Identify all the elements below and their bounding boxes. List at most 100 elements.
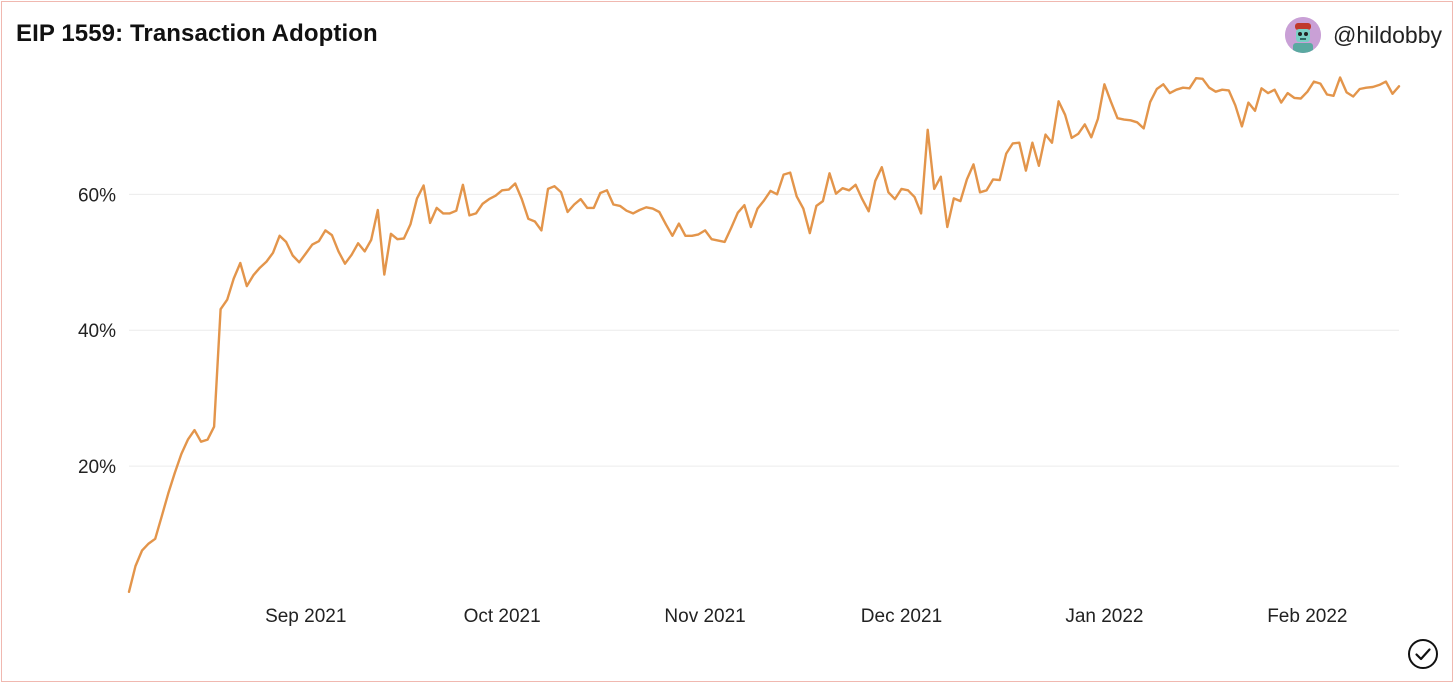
data-point [946, 226, 949, 228]
data-point [1208, 86, 1211, 89]
data-point [475, 212, 477, 215]
data-point [730, 226, 733, 229]
data-point [1195, 77, 1197, 80]
data-point [1005, 152, 1008, 155]
data-point [1286, 92, 1289, 94]
data-point [344, 262, 346, 265]
data-point [383, 273, 386, 276]
data-point [514, 182, 517, 185]
data-point [409, 223, 412, 226]
data-point [520, 198, 523, 201]
data-point [350, 253, 353, 256]
data-point [363, 250, 366, 253]
data-point [448, 212, 451, 215]
data-point [540, 229, 543, 232]
data-point [966, 178, 968, 181]
data-point [1260, 87, 1263, 90]
data-point [376, 209, 379, 211]
data-point [259, 266, 261, 269]
data-point [736, 211, 739, 214]
data-point [265, 260, 268, 263]
data-point [239, 262, 242, 264]
avatar-graphic [1284, 17, 1321, 53]
data-point [972, 163, 975, 166]
author-link[interactable]: @hildobby [1284, 16, 1442, 54]
data-point [1378, 84, 1381, 86]
data-point [1352, 95, 1355, 98]
data-point [337, 250, 340, 253]
y-tick-label: 60% [78, 185, 116, 206]
data-point [403, 237, 405, 240]
data-point [455, 209, 458, 212]
data-point [1123, 118, 1125, 121]
data-point [1254, 109, 1256, 112]
y-tick-label: 20% [78, 457, 116, 478]
data-point [1018, 141, 1021, 144]
data-point [664, 223, 667, 226]
data-point [1221, 88, 1224, 91]
data-point [566, 211, 569, 213]
data-point [1149, 101, 1152, 103]
data-point [985, 189, 988, 192]
data-point [547, 188, 549, 190]
data-point [1214, 90, 1217, 93]
data-point [750, 226, 752, 228]
data-point [1077, 133, 1080, 135]
data-point [1116, 117, 1119, 120]
data-point [1136, 121, 1138, 124]
x-tick-label: Nov 2021 [664, 606, 745, 627]
data-point [154, 537, 157, 540]
data-point [743, 204, 746, 207]
data-point [553, 185, 556, 188]
data-point [291, 254, 294, 257]
x-tick-label: Dec 2021 [861, 606, 942, 627]
data-point [1162, 83, 1165, 86]
data-point [913, 196, 916, 199]
data-point [887, 191, 890, 194]
data-point [213, 425, 216, 428]
data-point [880, 166, 883, 169]
data-point [861, 198, 864, 201]
data-point [835, 192, 837, 195]
data-point [992, 178, 994, 181]
data-point [160, 515, 163, 518]
data-point [815, 205, 818, 207]
series-line [127, 76, 1401, 593]
data-point [1227, 89, 1230, 92]
data-point [704, 229, 706, 232]
data-point [684, 234, 687, 237]
author-handle: @hildobby [1332, 21, 1442, 48]
check-circle-icon[interactable] [1407, 638, 1439, 670]
data-point [1051, 141, 1053, 144]
data-point [678, 222, 680, 225]
data-point [763, 199, 765, 202]
data-point [691, 234, 693, 237]
data-point [776, 193, 778, 196]
data-point [1391, 92, 1394, 95]
data-point [939, 175, 942, 178]
data-point [1142, 127, 1145, 130]
data-point [390, 232, 392, 235]
data-point [619, 205, 621, 207]
data-point [180, 453, 183, 455]
data-point [854, 183, 857, 186]
data-point [808, 232, 811, 235]
data-point [1398, 85, 1400, 88]
data-point [769, 190, 772, 192]
data-point [534, 220, 536, 223]
data-point [579, 198, 582, 201]
data-point [507, 188, 510, 191]
data-point [1365, 86, 1368, 89]
data-point [756, 207, 759, 210]
data-point [1345, 91, 1348, 94]
data-point [710, 238, 713, 241]
data-point [900, 188, 903, 190]
data-point [573, 203, 576, 206]
data-point [632, 212, 634, 215]
data-point [226, 298, 229, 301]
data-point [468, 214, 471, 217]
data-point [1326, 93, 1328, 96]
data-point [894, 198, 896, 201]
data-point [612, 203, 615, 206]
data-point [979, 191, 981, 194]
